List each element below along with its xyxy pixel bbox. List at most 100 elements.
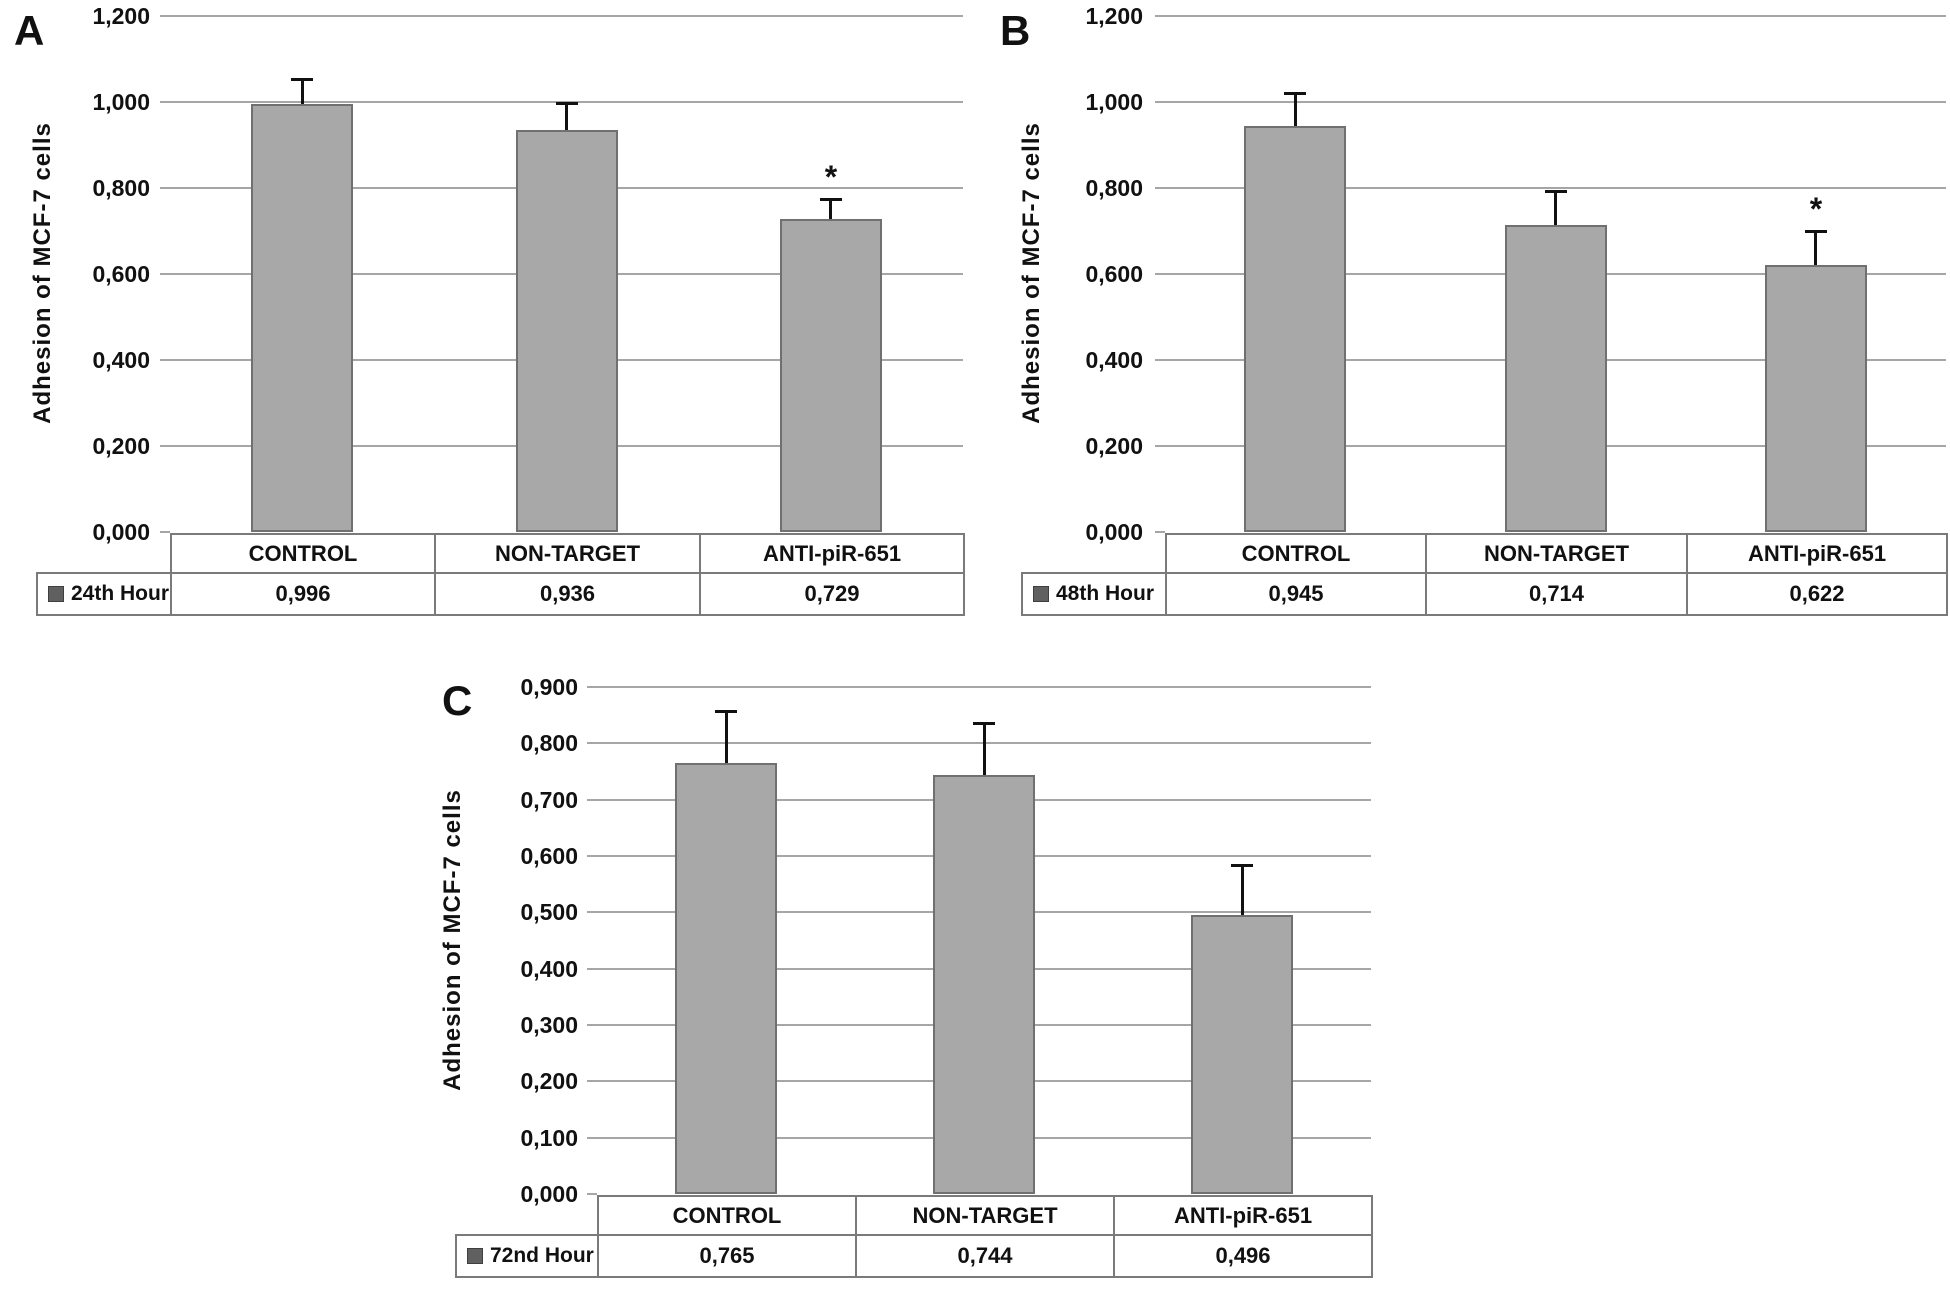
bar-anti-pir-651 — [1765, 265, 1867, 532]
y-tick-label: 0,100 — [520, 1125, 578, 1151]
y-tick-label: 0,000 — [520, 1181, 578, 1207]
table-header-cell: NON-TARGET — [434, 533, 701, 574]
axis-tick — [1155, 101, 1165, 103]
axis-tick — [1155, 273, 1165, 275]
error-bar-cap — [973, 722, 995, 725]
legend-label: 72nd Hour — [490, 1244, 594, 1267]
axis-tick — [587, 1137, 597, 1139]
y-axis-title: Adhesion of MCF-7 cells — [439, 789, 466, 1091]
y-tick-label: 1,200 — [1085, 3, 1143, 29]
axis-tick — [1155, 359, 1165, 361]
legend-cell: 24th Hour — [36, 572, 172, 616]
axis-tick — [587, 1024, 597, 1026]
error-bar-line — [1241, 865, 1244, 915]
error-bar-line — [725, 711, 728, 763]
y-tick-label: 0,600 — [92, 261, 150, 287]
axis-tick — [160, 531, 170, 533]
axis-tick — [1155, 187, 1165, 189]
table-header-cell: NON-TARGET — [1425, 533, 1688, 574]
axis-tick — [160, 359, 170, 361]
table-value-cell: 0,729 — [699, 572, 965, 616]
bar-control — [251, 104, 353, 532]
axis-tick — [160, 101, 170, 103]
axis-tick — [587, 855, 597, 857]
legend-marker-icon — [1033, 586, 1049, 602]
bar-non-target — [933, 775, 1035, 1194]
error-bar-line — [829, 199, 832, 219]
table-header-cell: CONTROL — [170, 533, 436, 574]
y-tick-label: 0,700 — [520, 787, 578, 813]
table-value-cell: 0,936 — [434, 572, 701, 616]
legend-cell: 72nd Hour — [455, 1234, 599, 1278]
table-header-cell: CONTROL — [597, 1195, 857, 1236]
gridline — [170, 15, 963, 17]
error-bar-cap — [1805, 230, 1827, 233]
axis-tick — [1155, 531, 1165, 533]
y-tick-label: 0,900 — [520, 674, 578, 700]
bar-non-target — [516, 130, 618, 532]
panel-label-C: C — [442, 677, 474, 724]
bar-control — [1244, 126, 1346, 532]
error-bar-line — [301, 79, 304, 104]
bar-control — [675, 763, 777, 1194]
error-bar-line — [1814, 231, 1817, 265]
axis-tick — [587, 686, 597, 688]
y-tick-label: 1,000 — [92, 89, 150, 115]
significance-asterisk: * — [1809, 191, 1823, 227]
axis-tick — [160, 187, 170, 189]
axis-tick — [587, 911, 597, 913]
gridline — [1165, 15, 1946, 17]
y-tick-label: 0,800 — [520, 730, 578, 756]
y-tick-label: 0,200 — [1085, 433, 1143, 459]
panel-label-A: A — [14, 7, 46, 54]
legend-label: 24th Hour — [71, 582, 170, 605]
table-value-cell: 0,945 — [1165, 572, 1427, 616]
gridline — [1165, 101, 1946, 103]
axis-tick — [160, 445, 170, 447]
table-value-cell: 0,744 — [855, 1234, 1115, 1278]
table-value-cell: 0,496 — [1113, 1234, 1373, 1278]
table-value-cell: 0,714 — [1425, 572, 1688, 616]
table-header-cell: CONTROL — [1165, 533, 1427, 574]
bar-anti-pir-651 — [1191, 915, 1293, 1194]
table-value-cell: 0,622 — [1686, 572, 1948, 616]
y-tick-label: 0,400 — [92, 347, 150, 373]
y-tick-label: 0,800 — [1085, 175, 1143, 201]
axis-tick — [160, 273, 170, 275]
axis-tick — [587, 742, 597, 744]
error-bar-cap — [715, 710, 737, 713]
y-tick-label: 1,000 — [1085, 89, 1143, 115]
error-bar-line — [983, 723, 986, 775]
y-tick-label: 0,400 — [1085, 347, 1143, 373]
legend-label: 48th Hour — [1056, 582, 1155, 605]
bar-anti-pir-651 — [780, 219, 882, 532]
legend-marker-icon — [48, 586, 64, 602]
error-bar-cap — [556, 102, 578, 105]
axis-tick — [587, 968, 597, 970]
table-header-cell: NON-TARGET — [855, 1195, 1115, 1236]
error-bar-cap — [1231, 864, 1253, 867]
table-value-cell: 0,996 — [170, 572, 436, 616]
axis-tick — [1155, 15, 1165, 17]
y-tick-label: 0,200 — [520, 1068, 578, 1094]
y-tick-label: 0,000 — [1085, 519, 1143, 545]
y-tick-label: 1,200 — [92, 3, 150, 29]
y-tick-label: 0,500 — [520, 899, 578, 925]
y-tick-label: 0,300 — [520, 1012, 578, 1038]
y-tick-label: 0,400 — [520, 956, 578, 982]
y-tick-label: 0,600 — [1085, 261, 1143, 287]
y-tick-label: 0,600 — [520, 843, 578, 869]
error-bar-cap — [1284, 92, 1306, 95]
y-tick-label: 0,800 — [92, 175, 150, 201]
axis-tick — [587, 1193, 597, 1195]
axis-tick — [160, 15, 170, 17]
panel-label-B: B — [1000, 7, 1032, 54]
axis-tick — [1155, 445, 1165, 447]
table-header-cell: ANTI-piR-651 — [1113, 1195, 1373, 1236]
error-bar-cap — [820, 198, 842, 201]
table-value-cell: 0,765 — [597, 1234, 857, 1278]
error-bar-cap — [291, 78, 313, 81]
legend-cell: 48th Hour — [1021, 572, 1167, 616]
error-bar-line — [1554, 191, 1557, 225]
